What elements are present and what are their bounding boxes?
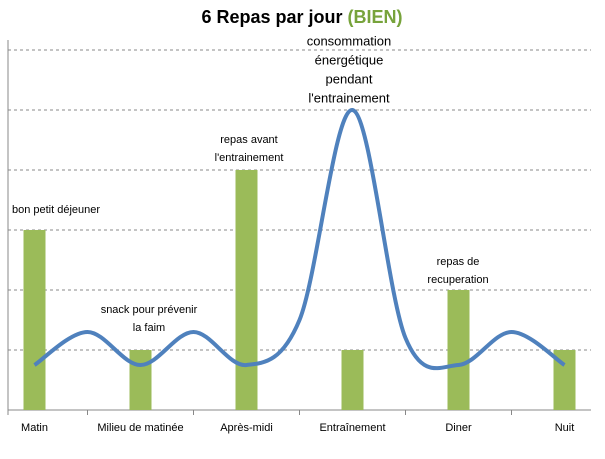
bar (235, 170, 258, 410)
x-tick-label: Après-midi (220, 422, 273, 434)
annotation: pendant (326, 71, 373, 86)
bar (129, 350, 152, 410)
annotation: snack pour prévenir (101, 304, 198, 316)
annotation: énergétique (315, 52, 384, 67)
chart-title: 6 Repas par jour (BIEN) (201, 7, 402, 27)
x-tick-label: Matin (21, 422, 48, 434)
annotation: consommation (307, 33, 392, 48)
bar (447, 290, 470, 410)
bar (553, 350, 576, 410)
x-tick-label: Milieu de matinée (97, 422, 183, 434)
x-tick-label: Entraînement (319, 422, 385, 434)
title-note: (BIEN) (348, 7, 403, 27)
x-tick-label: Nuit (555, 422, 575, 434)
x-tick-label: Diner (445, 422, 472, 434)
bar (341, 350, 364, 410)
line (33, 108, 566, 371)
annotation: repas de (437, 256, 480, 268)
annotation: l'entrainement (215, 152, 284, 164)
annotation: recuperation (427, 274, 488, 286)
annotation: l'entrainement (308, 90, 390, 105)
annotation: la faim (133, 322, 165, 334)
bar (23, 230, 46, 410)
title-main: 6 Repas par jour (201, 7, 342, 27)
annotation: bon petit déjeuner (12, 204, 100, 216)
annotation: repas avant (220, 134, 277, 146)
